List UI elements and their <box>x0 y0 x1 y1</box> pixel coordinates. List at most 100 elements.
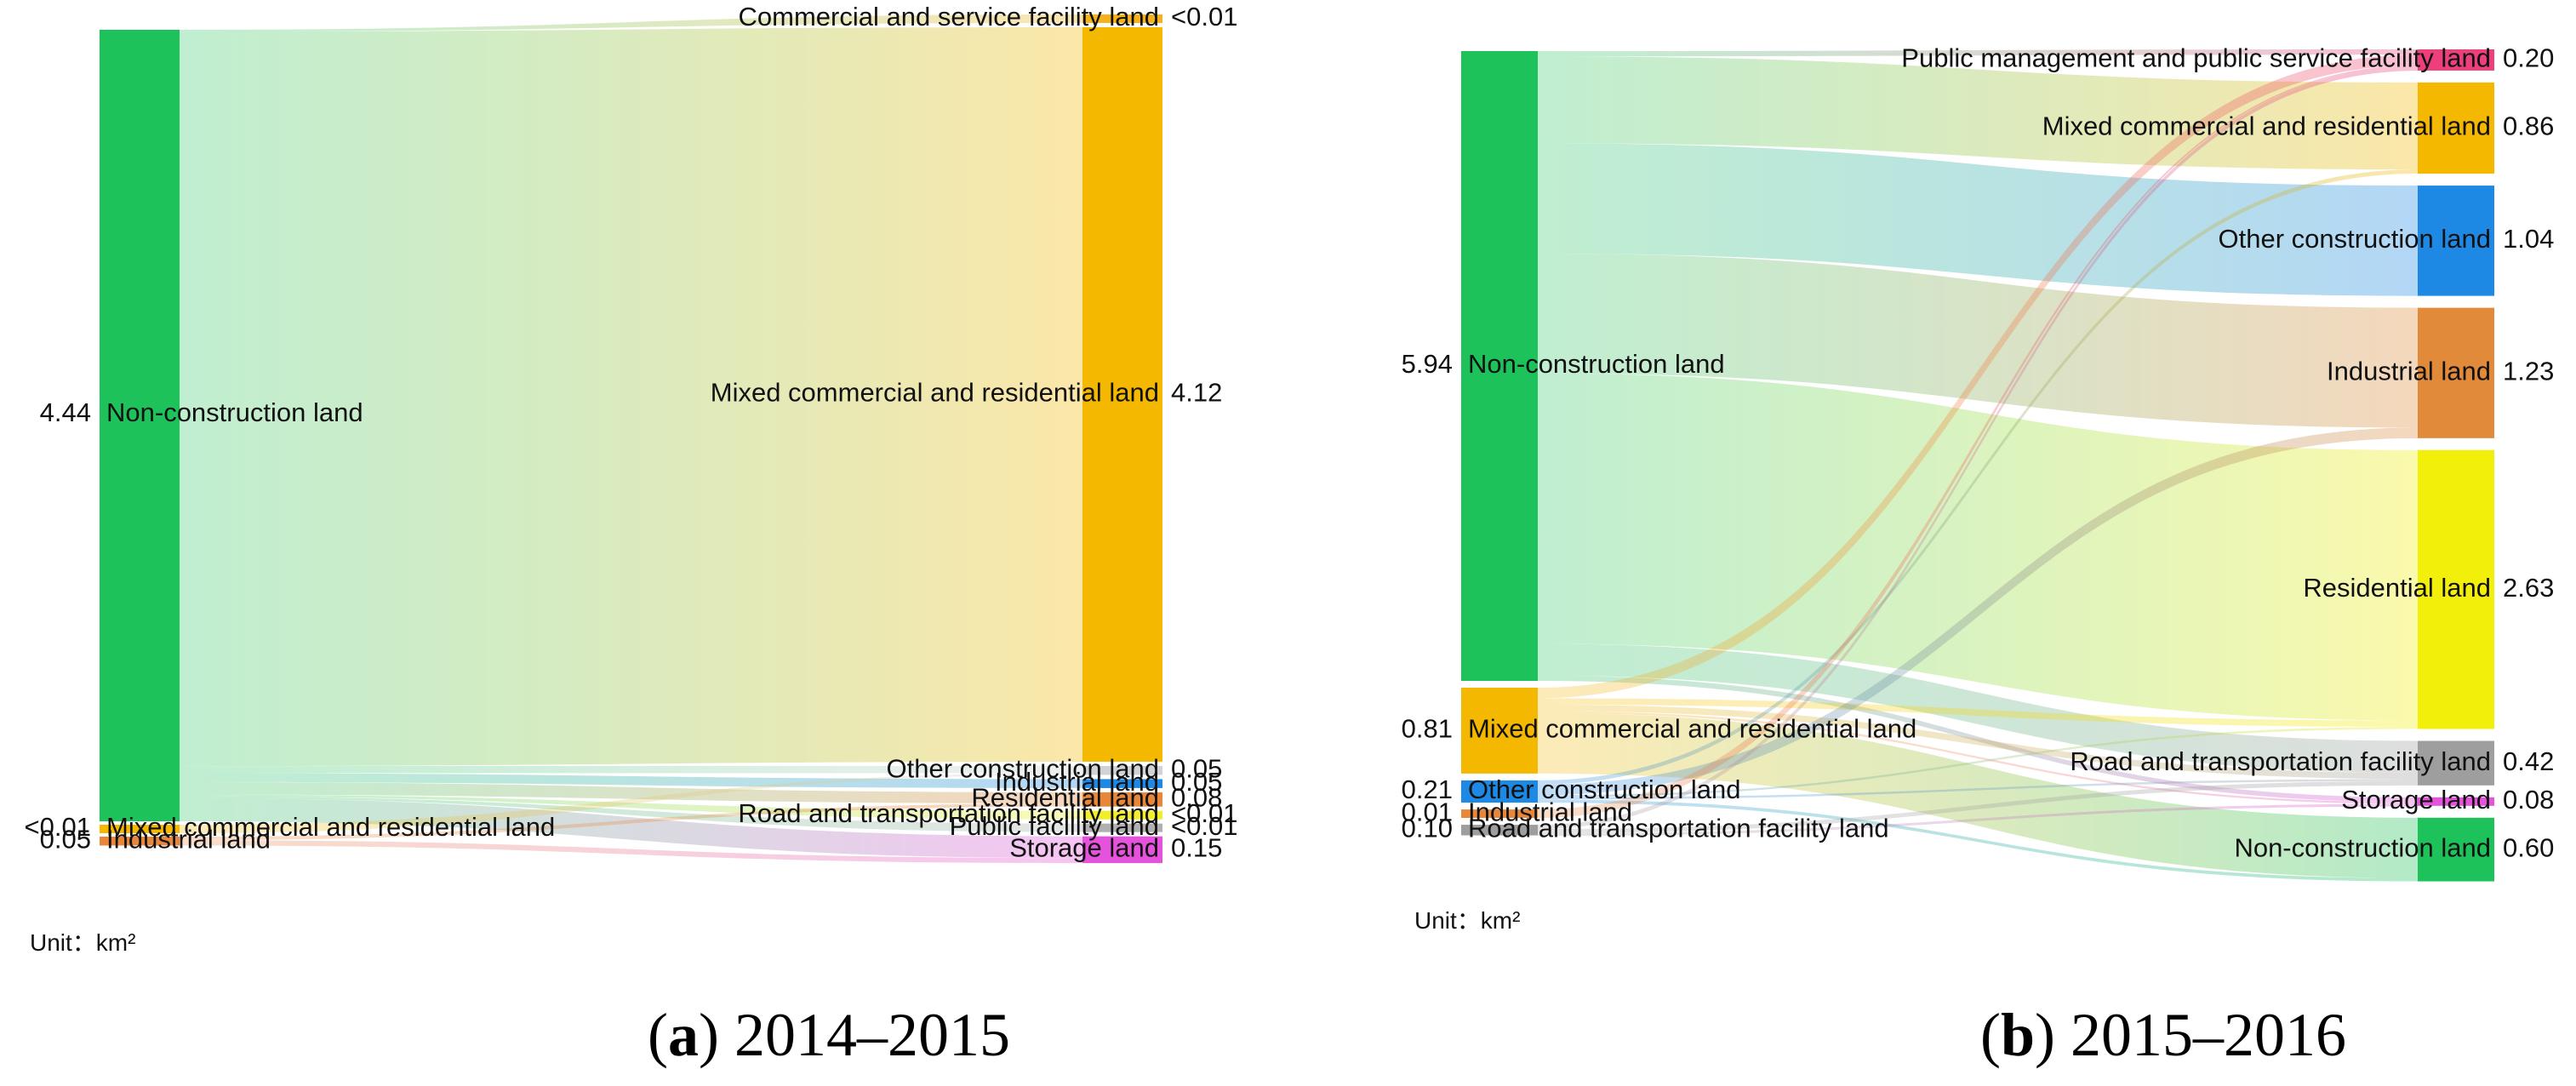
flow-non-construction-land-to-industrial-land <box>180 773 1082 788</box>
source-value-industrial-land: 0.05 <box>40 824 91 854</box>
target-label-public-facility-land: Public facility land <box>950 811 1159 841</box>
target-value-commercial-and-service-facility-land: <0.01 <box>1171 2 1237 31</box>
source-node-road-and-transportation-facility-land <box>1461 825 1538 836</box>
target-node-commercial-and-service-facility-land <box>1082 14 1162 23</box>
flow-other-construction-land-to-non-construction-land <box>1538 799 2418 882</box>
target-label-storage-land: Storage land <box>2341 785 2491 814</box>
flow-non-construction-land-to-industrial-land <box>1538 253 2418 428</box>
target-node-other-construction-land <box>2418 186 2494 296</box>
target-node-road-and-transportation-facility-land <box>2418 740 2494 786</box>
target-node-residential-land <box>1082 792 1162 807</box>
panel-b-caption-years: 2015–2016 <box>2071 1001 2346 1069</box>
target-label-industrial-land: Industrial land <box>2327 356 2491 386</box>
source-label-road-and-transportation-facility-land: Road and transportation facility land <box>1468 813 1889 843</box>
source-label-mixed-commercial-and-residential-land: Mixed commercial and residential land <box>106 812 555 842</box>
target-node-storage-land <box>1082 836 1162 864</box>
source-value-road-and-transportation-facility-land: 0.10 <box>1402 813 1453 843</box>
flow-road-and-transportation-facility-land-to-public-management-and-public-service-facility-land <box>1538 66 2418 830</box>
panel-a-flows <box>180 14 1082 864</box>
target-node-industrial-land <box>1082 779 1162 788</box>
flow-mixed-commercial-and-residential-land-to-residential-land <box>1538 698 2418 727</box>
panel-b-nodes <box>1461 49 2494 882</box>
panel-b-caption-letter: b <box>2001 1001 2035 1069</box>
source-label-non-construction-land: Non-construction land <box>1468 349 1725 379</box>
panel-a-caption: (a) 2014–2015 <box>648 1001 1010 1069</box>
source-label-industrial-land: Industrial land <box>106 824 271 854</box>
target-label-road-and-transportation-facility-land: Road and transportation facility land <box>2070 746 2491 776</box>
panel-b-unit: Unit：km² <box>1414 907 1520 934</box>
source-node-industrial-land <box>100 837 180 846</box>
flow-non-construction-land-to-residential-land <box>1538 373 2418 721</box>
flow-road-and-transportation-facility-land-to-storage-land <box>1538 803 2418 835</box>
target-label-other-construction-land: Other construction land <box>2218 224 2491 254</box>
target-label-mixed-commercial-and-residential-land: Mixed commercial and residential land <box>2042 111 2491 141</box>
target-value-public-management-and-public-service-facility-land: 0.20 <box>2503 43 2554 73</box>
flow-industrial-land-to-public-management-and-public-service-facility-land <box>1538 65 2418 819</box>
flow-road-and-transportation-facility-land-to-storage-land <box>1538 805 2418 837</box>
flow-industrial-land-to-storage-land <box>180 840 1082 864</box>
flow-mixed-commercial-and-residential-land-to-public-management-and-public-service-facility-land <box>1538 54 2418 699</box>
target-label-industrial-land: Industrial land <box>995 767 1159 797</box>
target-node-mixed-commercial-and-residential-land <box>1082 27 1162 762</box>
flow-non-construction-land-to-public-facility-land <box>180 796 1082 832</box>
flow-non-construction-land-to-public-management-and-public-service-facility-land <box>1538 49 2418 57</box>
panel-a-2014-2015: 4.44 Non-construction land <0.01 Mixed comm… <box>25 2 1238 1069</box>
source-label-non-construction-land: Non-construction land <box>106 397 363 427</box>
panel-a-labels: 4.44 Non-construction land <0.01 Mixed comm… <box>25 2 1238 862</box>
source-label-industrial-land: Industrial land <box>1468 797 1632 826</box>
flow-non-construction-land-to-mixed-commercial-and-residential-land <box>1538 56 2418 170</box>
flow-non-construction-land-to-commercial-and-service-facility-land <box>180 14 1082 32</box>
flow-other-construction-land-to-industrial-land <box>1538 427 2418 796</box>
source-value-industrial-land: 0.01 <box>1402 797 1453 826</box>
target-value-residential-land: 0.08 <box>1171 782 1222 812</box>
target-value-public-facility-land: <0.01 <box>1171 811 1237 841</box>
target-label-other-construction-land: Other construction land <box>886 753 1159 783</box>
flow-other-construction-land-to-road-and-transportation-facility-land <box>1538 779 2418 800</box>
target-value-road-and-transportation-facility-land: 0.42 <box>2503 746 2554 776</box>
source-node-other-construction-land <box>1461 780 1538 803</box>
source-node-non-construction-land <box>100 30 180 821</box>
source-value-non-construction-land: 5.94 <box>1402 349 1453 379</box>
target-label-mixed-commercial-and-residential-land: Mixed commercial and residential land <box>711 378 1159 408</box>
target-value-storage-land: 0.08 <box>2503 785 2554 814</box>
target-label-road-and-transportation-facility-land: Road and transportation facility land <box>738 798 1159 828</box>
target-label-public-management-and-public-service-facility-land: Public management and public service fac… <box>1901 43 2491 73</box>
target-value-residential-land: 2.63 <box>2503 573 2554 603</box>
target-label-non-construction-land: Non-construction land <box>2234 832 2491 862</box>
source-label-other-construction-land: Other construction land <box>1468 774 1741 804</box>
target-value-road-and-transportation-facility-land: <0.01 <box>1171 798 1237 828</box>
source-node-mixed-commercial-and-residential-land <box>100 825 180 833</box>
flow-non-construction-land-to-road-and-transportation-facility-land <box>180 794 1082 820</box>
panel-b-flows <box>1538 49 2418 882</box>
target-node-other-construction-land <box>1082 765 1162 775</box>
target-label-residential-land: Residential land <box>971 782 1159 812</box>
panel-a-caption-years: 2014–2015 <box>734 1001 1010 1069</box>
source-value-other-construction-land: 0.21 <box>1402 774 1453 804</box>
panel-b-labels: 5.94 Non-construction land 0.81 Mixed comme… <box>1402 43 2555 863</box>
flow-other-construction-land-to-mixed-commercial-and-residential-land <box>1538 169 2418 785</box>
target-value-non-construction-land: 0.60 <box>2503 832 2554 862</box>
target-value-mixed-commercial-and-residential-land: 4.12 <box>1171 378 1222 408</box>
source-value-mixed-commercial-and-residential-land: <0.01 <box>25 812 91 842</box>
target-node-public-management-and-public-service-facility-land <box>2418 49 2494 71</box>
target-label-commercial-and-service-facility-land: Commercial and service facility land <box>739 2 1159 31</box>
target-node-residential-land <box>2418 449 2494 729</box>
flow-non-construction-land-to-other-construction-land <box>180 765 1082 774</box>
source-value-non-construction-land: 4.44 <box>40 397 91 427</box>
target-node-mixed-commercial-and-residential-land <box>2418 82 2494 174</box>
flow-non-construction-land-to-other-construction-land <box>1538 143 2418 296</box>
target-value-other-construction-land: 0.05 <box>1171 753 1222 783</box>
panel-b-caption: (b) 2015–2016 <box>1980 1001 2346 1069</box>
source-node-non-construction-land <box>1461 51 1538 681</box>
source-node-mixed-commercial-and-residential-land <box>1461 688 1538 774</box>
source-node-industrial-land <box>1461 809 1538 819</box>
flow-mixed-commercial-and-residential-land-to-other-construction-land <box>180 773 1082 833</box>
flow-mixed-commercial-and-residential-land-to-storage-land <box>1538 711 2418 804</box>
target-value-mixed-commercial-and-residential-land: 0.86 <box>2503 111 2554 141</box>
source-label-mixed-commercial-and-residential-land: Mixed commercial and residential land <box>1468 714 1916 744</box>
flow-non-construction-land-to-road-and-transportation-facility-land <box>1538 643 2418 773</box>
flow-non-construction-land-to-storage-land <box>180 797 1082 859</box>
target-value-storage-land: 0.15 <box>1171 833 1222 863</box>
panel-b-2015-2016: 5.94 Non-construction land 0.81 Mixed comme… <box>1402 43 2555 1069</box>
target-node-storage-land <box>2418 797 2494 806</box>
